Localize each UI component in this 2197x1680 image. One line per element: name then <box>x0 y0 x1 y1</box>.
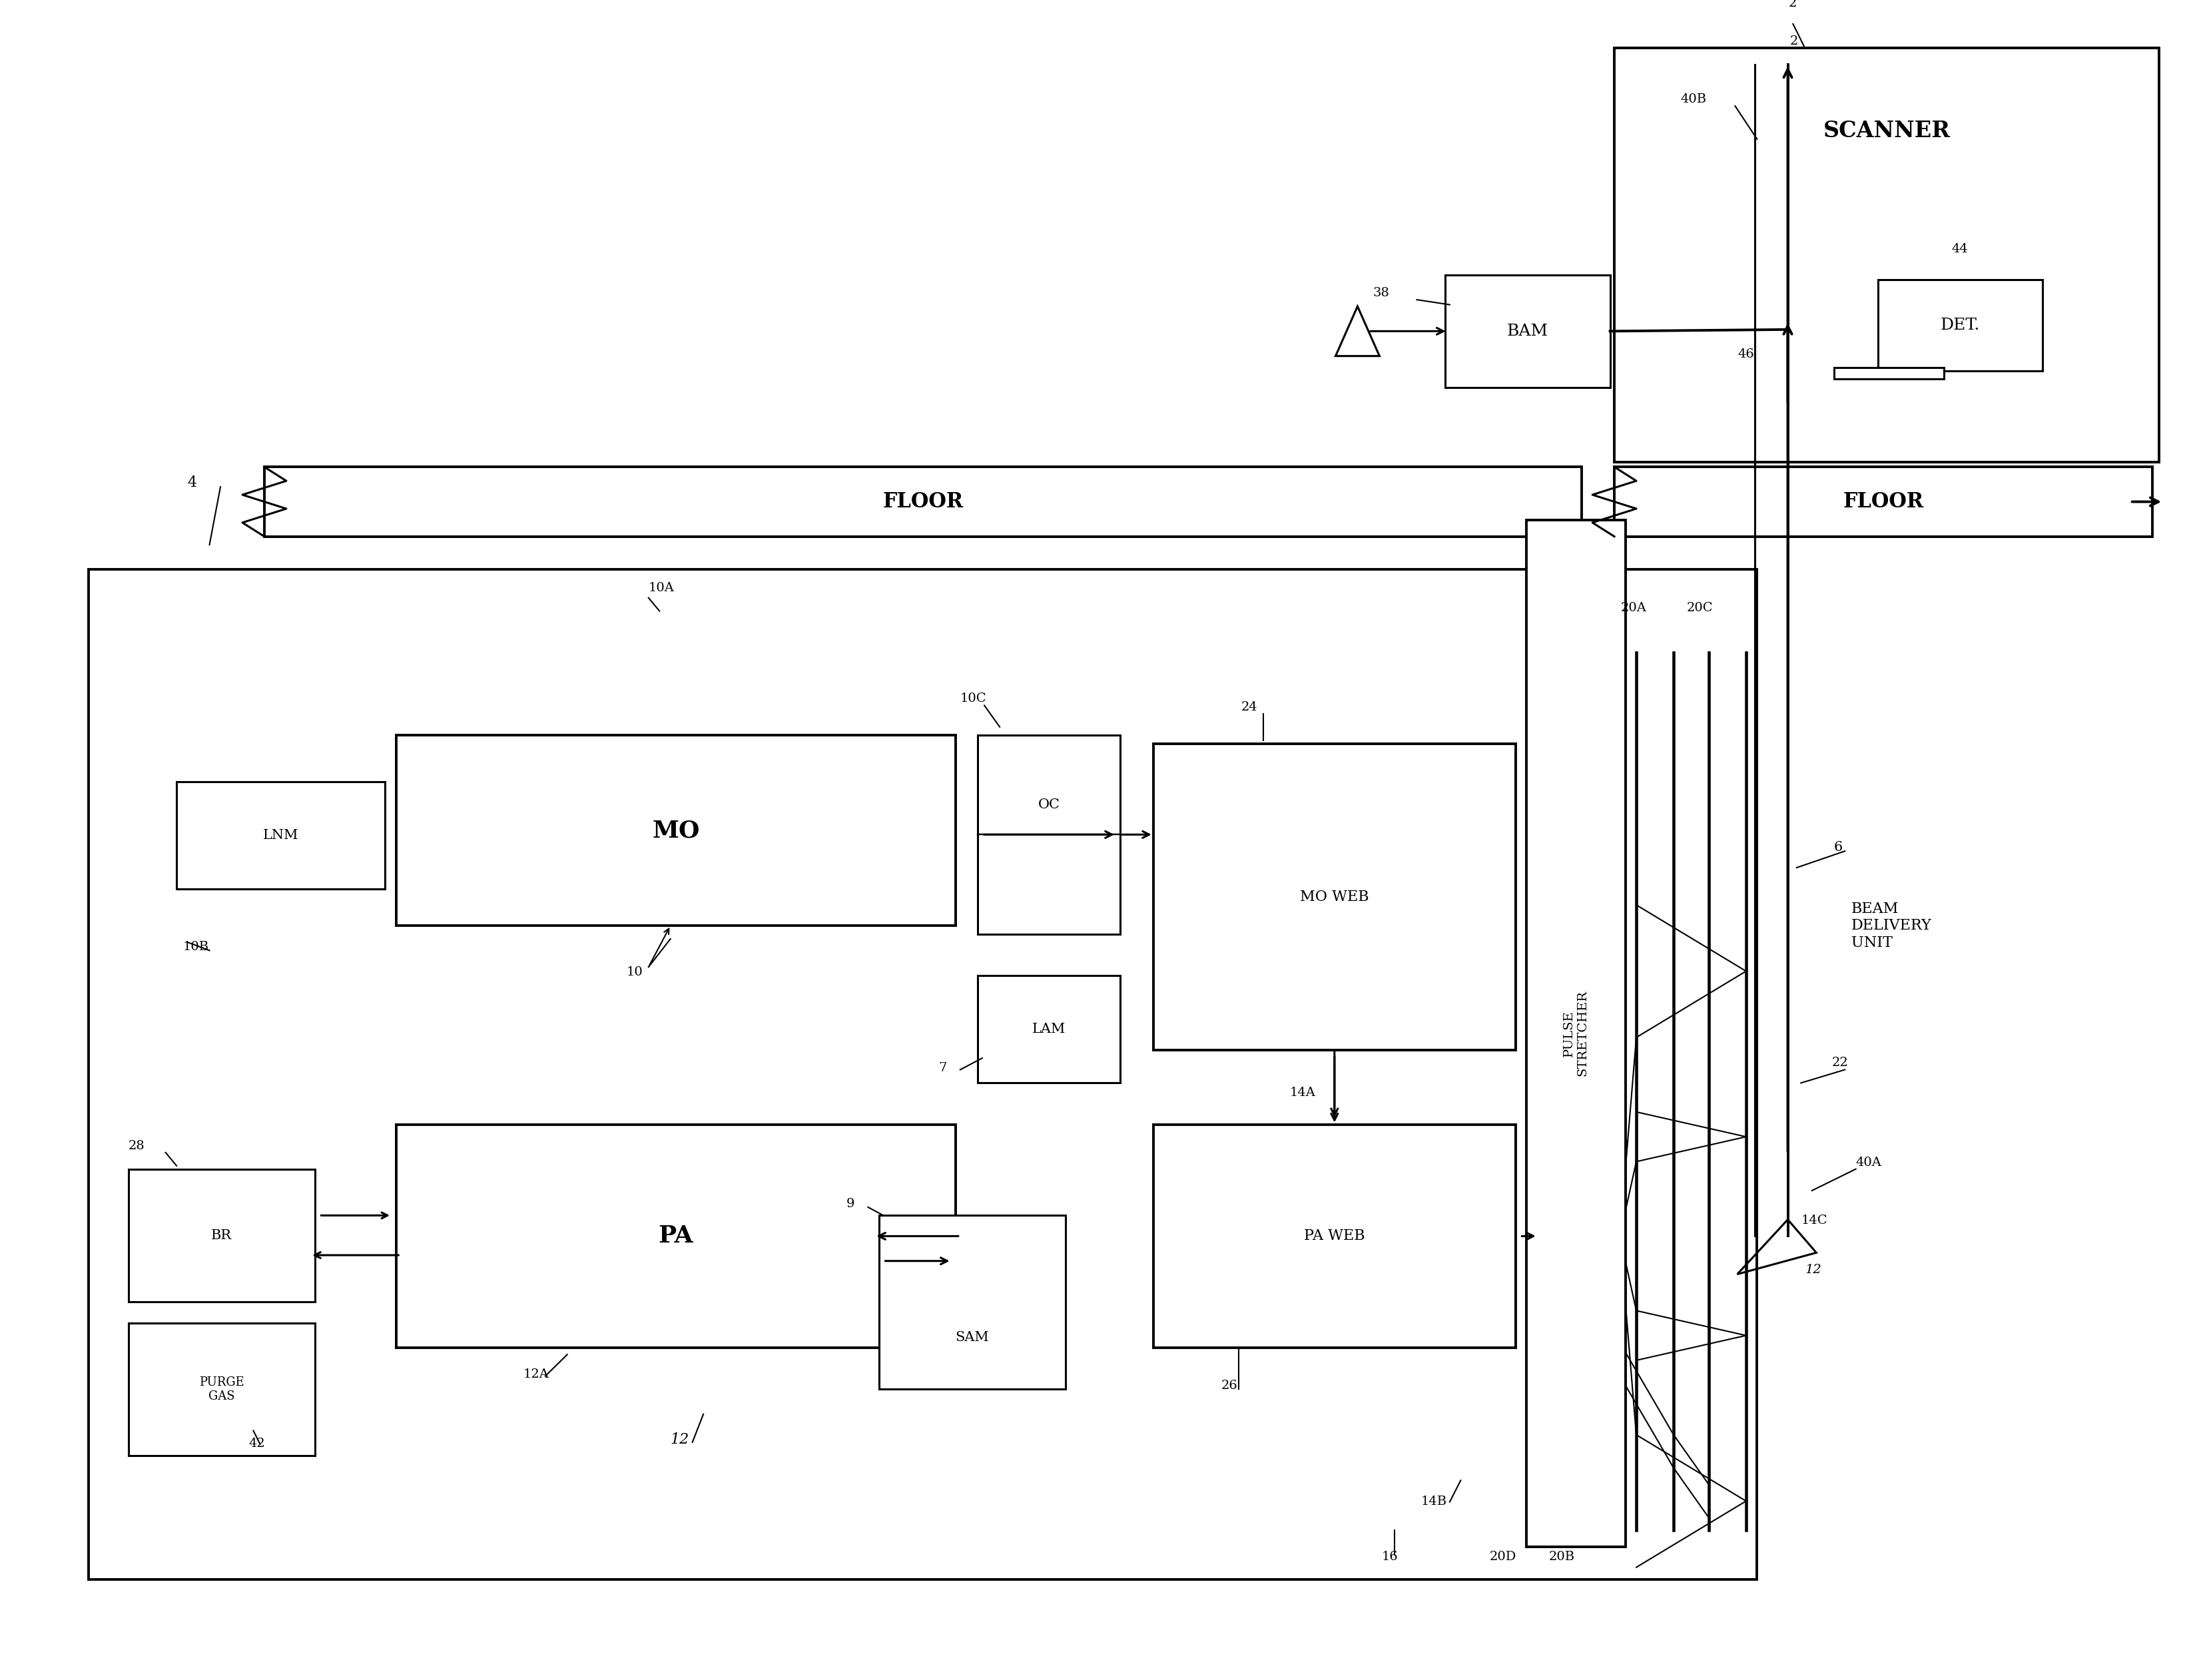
Text: 42: 42 <box>248 1438 266 1450</box>
Text: DET.: DET. <box>1940 318 1979 333</box>
Text: BR: BR <box>211 1230 233 1242</box>
Text: 7: 7 <box>938 1062 947 1074</box>
Text: MO WEB: MO WEB <box>1301 889 1369 904</box>
FancyBboxPatch shape <box>1527 519 1626 1547</box>
Text: 2: 2 <box>1788 0 1797 10</box>
FancyBboxPatch shape <box>1615 467 2153 536</box>
Text: 40B: 40B <box>1681 94 1707 106</box>
FancyBboxPatch shape <box>1878 281 2043 371</box>
FancyBboxPatch shape <box>264 467 1582 536</box>
Text: LNM: LNM <box>264 828 299 842</box>
FancyBboxPatch shape <box>978 976 1120 1084</box>
FancyBboxPatch shape <box>1153 744 1516 1050</box>
Text: 12: 12 <box>1806 1263 1821 1277</box>
Text: 2: 2 <box>1791 35 1797 47</box>
Text: FLOOR: FLOOR <box>883 492 962 512</box>
FancyBboxPatch shape <box>395 1124 956 1347</box>
Text: 16: 16 <box>1382 1551 1397 1562</box>
Text: 9: 9 <box>846 1198 855 1210</box>
Text: 22: 22 <box>1832 1057 1848 1068</box>
FancyBboxPatch shape <box>978 736 1120 934</box>
Text: LAM: LAM <box>1033 1023 1066 1035</box>
Text: 40A: 40A <box>1856 1156 1881 1168</box>
Text: 12: 12 <box>670 1433 690 1446</box>
Text: 44: 44 <box>1951 244 1969 255</box>
FancyBboxPatch shape <box>1153 1124 1516 1347</box>
Text: 12A: 12A <box>523 1369 549 1381</box>
FancyBboxPatch shape <box>88 570 1758 1579</box>
FancyBboxPatch shape <box>879 1215 1066 1389</box>
FancyBboxPatch shape <box>1834 368 1944 380</box>
Text: 20C: 20C <box>1687 601 1714 613</box>
Text: 28: 28 <box>127 1139 145 1152</box>
Text: 10A: 10A <box>648 581 674 593</box>
Text: PURGE
GAS: PURGE GAS <box>200 1376 244 1403</box>
Text: 20A: 20A <box>1621 601 1648 613</box>
FancyBboxPatch shape <box>127 1169 314 1302</box>
Text: 4: 4 <box>187 475 198 491</box>
Text: FLOOR: FLOOR <box>1843 492 1925 512</box>
Text: 14C: 14C <box>1802 1215 1828 1226</box>
Text: 20B: 20B <box>1549 1551 1575 1562</box>
Text: 10B: 10B <box>182 941 209 953</box>
Text: PULSE
STRETCHER: PULSE STRETCHER <box>1562 990 1588 1077</box>
Text: SCANNER: SCANNER <box>1824 119 1951 141</box>
Text: PA: PA <box>659 1225 694 1248</box>
Text: 14B: 14B <box>1421 1495 1448 1509</box>
Text: 10: 10 <box>626 966 644 978</box>
FancyBboxPatch shape <box>1446 276 1610 388</box>
Text: BAM: BAM <box>1507 324 1549 339</box>
Text: 6: 6 <box>1834 842 1843 853</box>
Text: OC: OC <box>1039 798 1061 811</box>
FancyBboxPatch shape <box>127 1324 314 1455</box>
Text: 38: 38 <box>1373 287 1389 299</box>
FancyBboxPatch shape <box>1615 49 2160 462</box>
Text: 20D: 20D <box>1490 1551 1516 1562</box>
Text: 24: 24 <box>1241 701 1257 712</box>
Text: 26: 26 <box>1222 1379 1237 1393</box>
Text: BEAM
DELIVERY
UNIT: BEAM DELIVERY UNIT <box>1852 902 1931 949</box>
Text: 14A: 14A <box>1290 1087 1316 1099</box>
FancyBboxPatch shape <box>176 781 384 889</box>
Text: MO: MO <box>653 820 699 842</box>
Text: SAM: SAM <box>956 1331 989 1344</box>
Text: 46: 46 <box>1738 348 1755 360</box>
FancyBboxPatch shape <box>395 736 956 926</box>
Text: PA WEB: PA WEB <box>1305 1228 1364 1243</box>
Text: 10C: 10C <box>960 692 986 706</box>
